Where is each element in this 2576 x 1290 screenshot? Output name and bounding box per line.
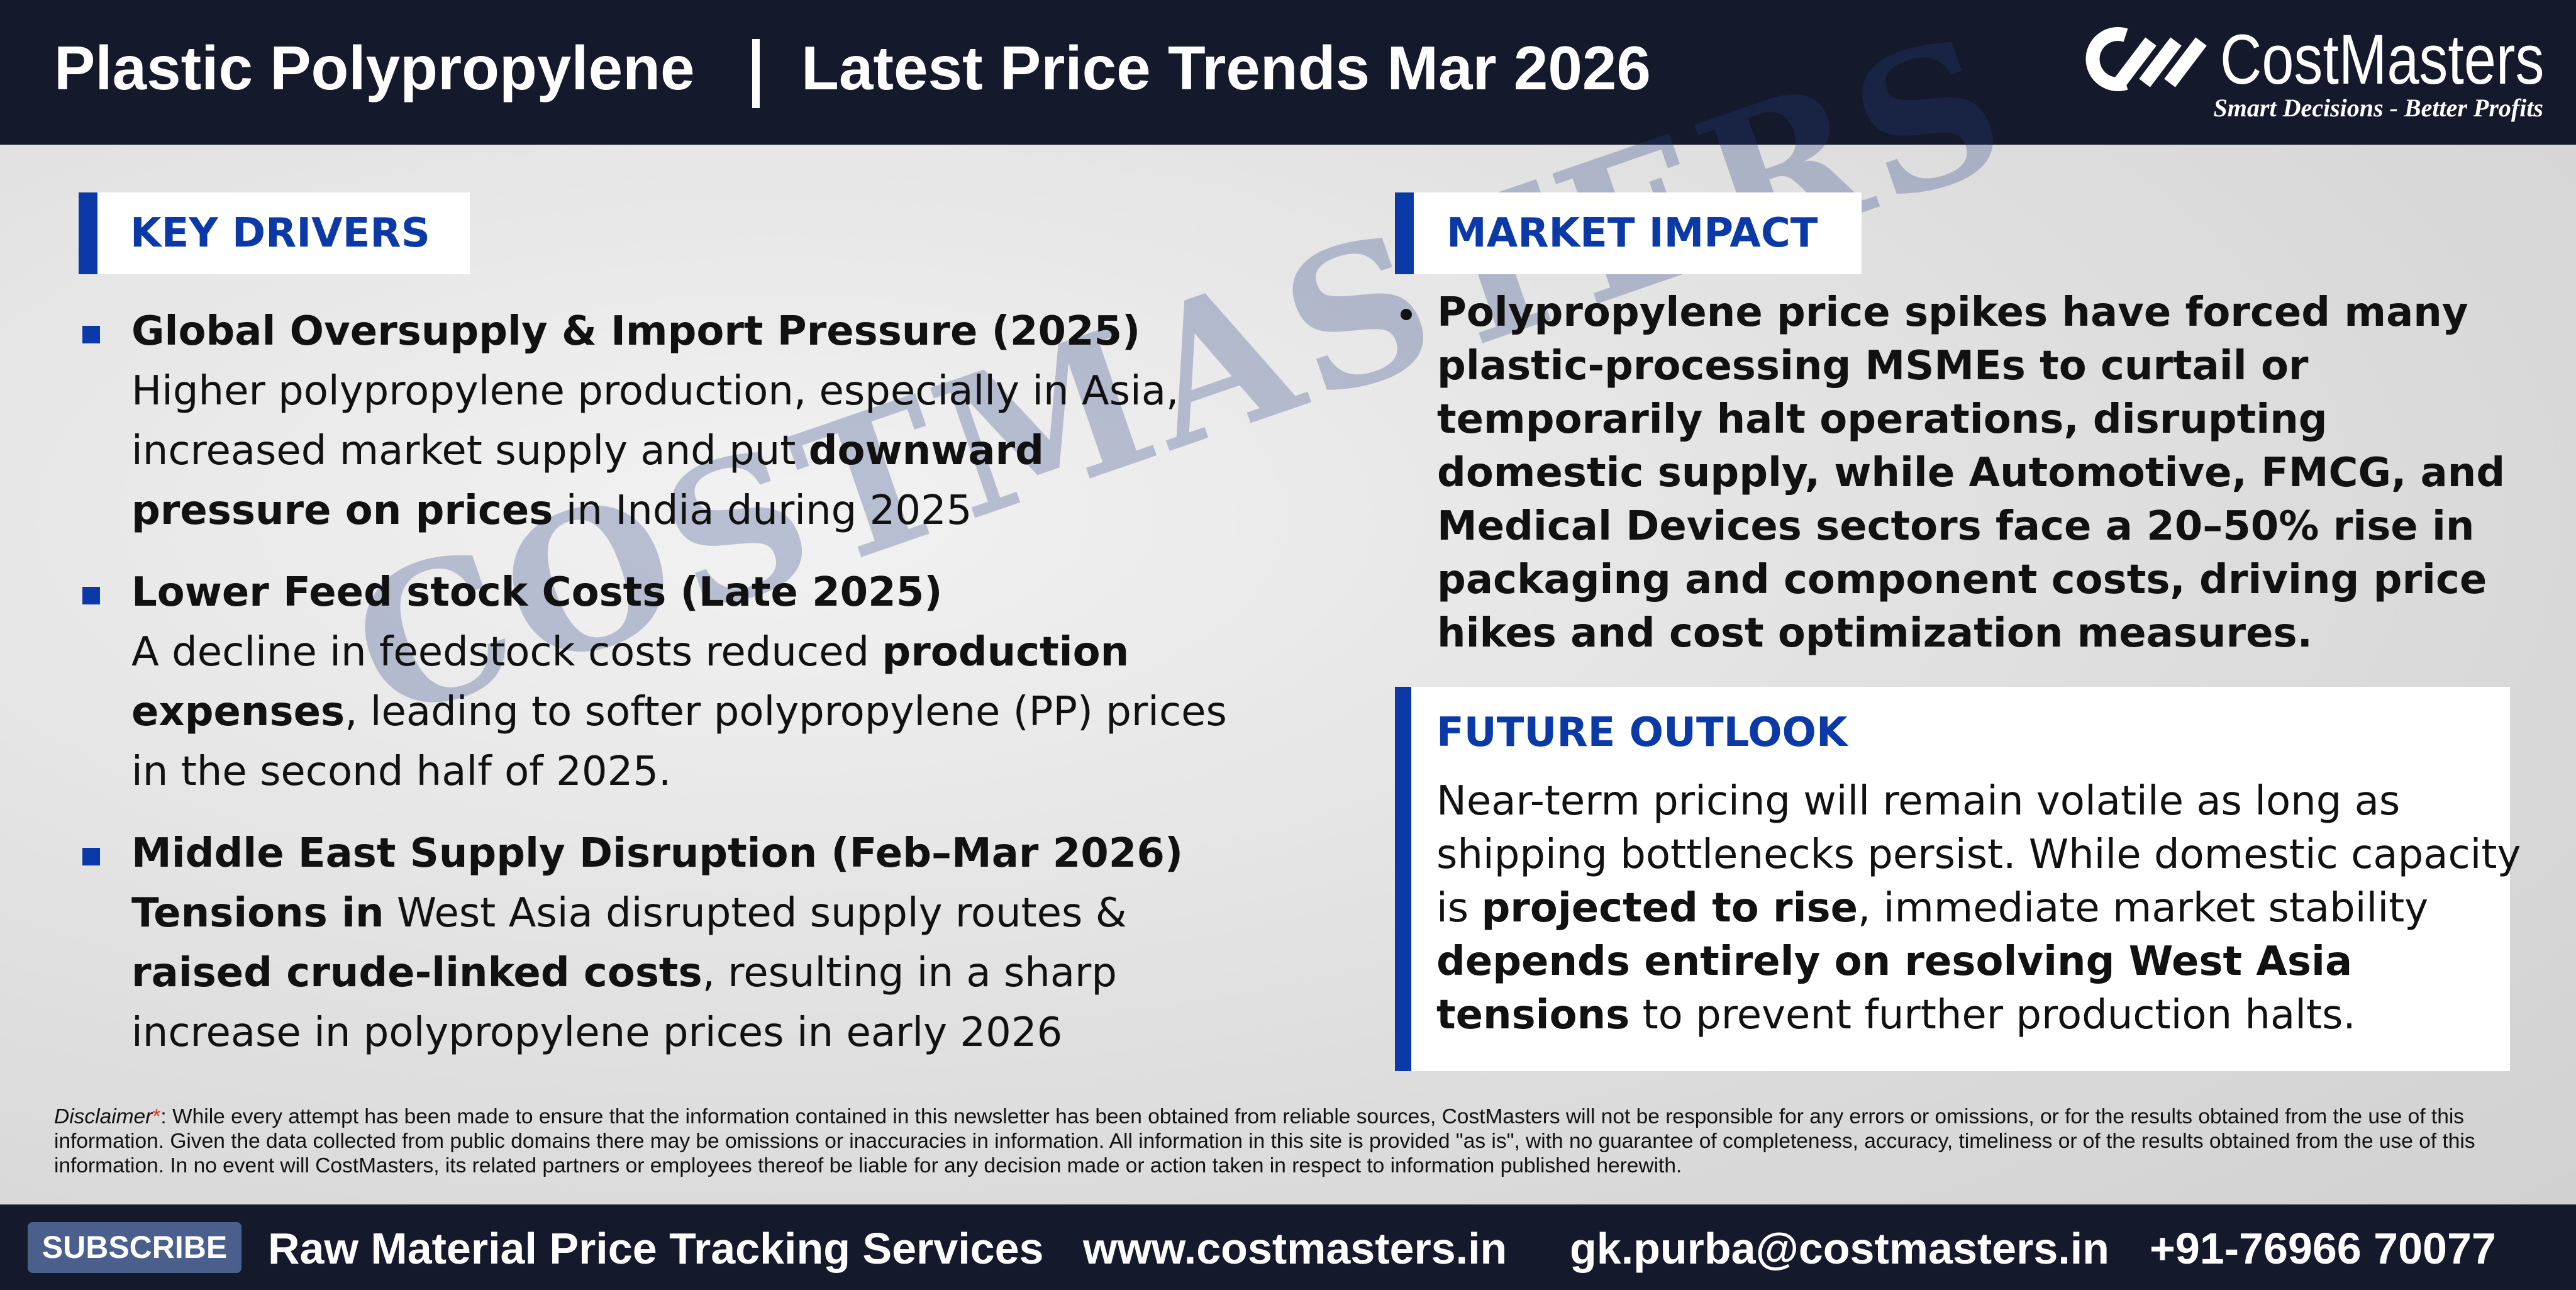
brand-name: CostMasters <box>2220 20 2545 99</box>
section-title: KEY DRIVERS <box>79 192 470 274</box>
text-run: depends entirely on resolving West Asia … <box>1436 938 2353 1038</box>
text-run: to prevent further production halts. <box>1629 992 2356 1038</box>
driver-text: Higher polypropylene production, especia… <box>131 362 1238 541</box>
tagline: Smart Decisions - Better Profits <box>2213 94 2543 122</box>
bullet <box>82 848 100 865</box>
subscribe-button[interactable]: SUBSCRIBE <box>28 1222 242 1273</box>
disclaimer: Disclaimer*: While every attempt has bee… <box>54 1104 2519 1178</box>
future-outlook-box: FUTURE OUTLOOK Near-term pricing will re… <box>1395 687 2521 1071</box>
service-text: Raw Material Price Tracking Services <box>268 1224 1044 1273</box>
driver-item: Global Oversupply & Import Pressure (202… <box>82 302 1238 541</box>
title-right: Latest Price Trends Mar 2026 <box>801 33 1651 103</box>
disclaimer-mark: * <box>152 1105 161 1128</box>
driver-text: A decline in feedstock costs reduced pro… <box>131 623 1238 802</box>
driver-heading: Lower Feed stock Costs (Late 2025) <box>131 569 943 616</box>
bullet <box>82 326 100 343</box>
section-title: FUTURE OUTLOOK <box>1436 709 1848 756</box>
bullet <box>1401 309 1412 320</box>
footer-bar: SUBSCRIBE Raw Material Price Tracking Se… <box>0 1204 2576 1290</box>
text-run: West Asia disrupted supply routes & <box>384 890 1127 937</box>
driver-heading: Middle East Supply Disruption (Feb–Mar 2… <box>131 830 1184 877</box>
text-run: projected to rise <box>1481 885 1858 931</box>
text-run: in India during 2025 <box>553 487 972 534</box>
text-run: A decline in feedstock costs reduced <box>131 629 882 676</box>
text-run: Polypropylene price spikes have forced m… <box>1437 289 2506 657</box>
driver-item: Middle East Supply Disruption (Feb–Mar 2… <box>82 824 1238 1063</box>
text-run: , immediate market stability <box>1858 885 2429 931</box>
text-run: Near-term pricing will remain volatile a… <box>1436 778 2521 931</box>
disclaimer-text: : While every attempt has been made to e… <box>54 1105 2475 1177</box>
driver-heading: Global Oversupply & Import Pressure (202… <box>131 308 1141 355</box>
website-link[interactable]: www.costmasters.in <box>1083 1224 1507 1273</box>
text-run: , resulting in a sharp increase in polyp… <box>131 950 1117 1056</box>
text-run: production expenses <box>131 629 1130 735</box>
header-bar: Plastic Polypropylene Latest Price Trend… <box>0 0 2576 145</box>
title-left: Plastic Polypropylene <box>54 33 695 103</box>
text-run: raised crude-linked costs <box>131 950 702 996</box>
text-run: downward pressure on prices <box>131 428 1044 534</box>
logo-icon <box>2085 27 2207 91</box>
disclaimer-label: Disclaimer <box>54 1105 153 1128</box>
text-run: Tensions in <box>131 890 384 937</box>
title-divider <box>752 39 760 108</box>
outlook-text: Near-term pricing will remain volatile a… <box>1436 775 2524 1042</box>
driver-text: Tensions in West Asia disrupted supply r… <box>131 884 1238 1063</box>
text-run: Higher polypropylene production, especia… <box>131 368 1179 474</box>
impact-item: Polypropylene price spikes have forced m… <box>1401 286 2519 660</box>
bullet <box>82 587 100 604</box>
section-title: MARKET IMPACT <box>1395 192 1862 274</box>
text-run: , leading to softer polypropylene (PP) p… <box>131 689 1227 795</box>
email-link[interactable]: gk.purba@costmasters.in <box>1570 1224 2109 1273</box>
driver-item: Lower Feed stock Costs (Late 2025) A decl… <box>82 563 1238 802</box>
phone-text: +91-76966 70077 <box>2150 1224 2496 1273</box>
